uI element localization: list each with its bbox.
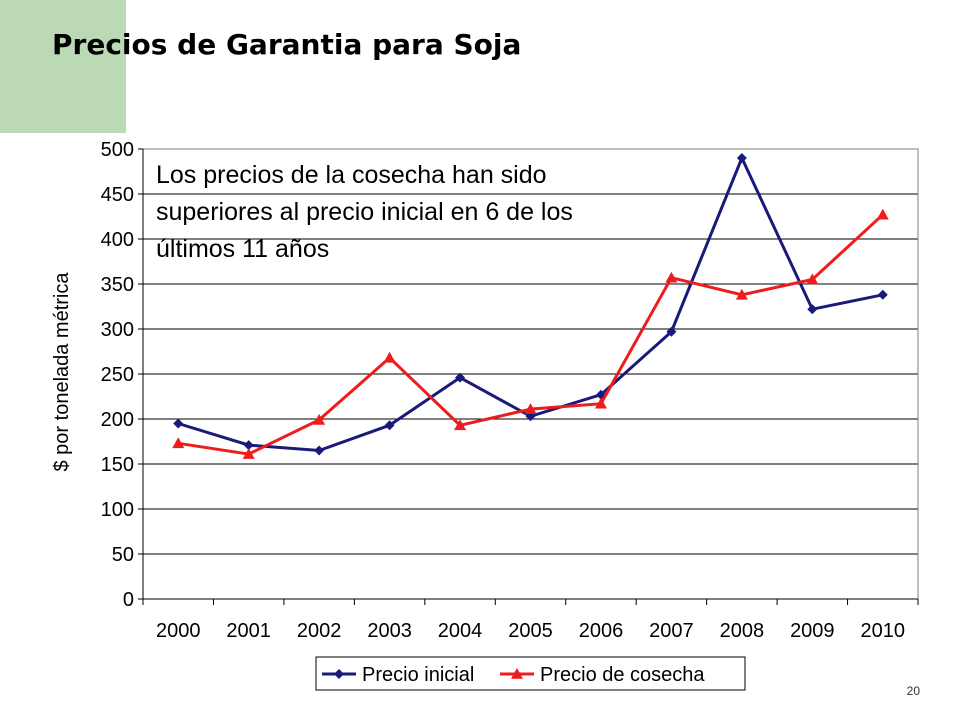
x-tick-label-2007: 2007: [649, 620, 694, 642]
y-tick-label-200: 200: [101, 409, 134, 431]
point-precio-inicial-2002: [314, 445, 325, 456]
annotation-line-1: Los precios de la cosecha han sido: [156, 161, 547, 189]
annotation-line-2: superiores al precio inicial en 6 de los: [156, 198, 573, 226]
x-tick-label-2009: 2009: [790, 620, 835, 642]
axes: [138, 148, 919, 605]
x-tick-label-2001: 2001: [226, 620, 271, 642]
y-tick-label-50: 50: [112, 544, 134, 566]
point-precio-cosecha-2006: [594, 397, 607, 409]
x-tick-label-2000: 2000: [156, 620, 201, 642]
annotation-line-3: últimos 11 años: [156, 235, 329, 263]
legend-label-precio-cosecha: Precio de cosecha: [540, 664, 705, 686]
y-tick-label-300: 300: [101, 319, 134, 341]
point-precio-inicial-2003: [384, 420, 395, 431]
point-precio-inicial-2007: [666, 326, 677, 337]
point-precio-cosecha-2004: [454, 419, 467, 431]
point-precio-cosecha-2009: [806, 273, 819, 285]
point-precio-cosecha-2001: [242, 448, 255, 459]
decorative-green-block: [0, 0, 126, 133]
x-tick-label-2002: 2002: [297, 620, 342, 642]
y-tick-label-350: 350: [101, 274, 134, 296]
x-tick-label-2003: 2003: [367, 620, 412, 642]
x-tick-label-2008: 2008: [720, 620, 765, 642]
x-tick-labels: 2000 2001 2002 2003 2004 2005 2006 2007 2008 2009…: [156, 620, 905, 642]
point-precio-inicial-2010: [877, 289, 888, 300]
legend: Precio inicial Precio de cosecha: [315, 656, 746, 691]
x-tick-label-2006: 2006: [579, 620, 624, 642]
legend-marker-precio-cosecha: [511, 668, 523, 679]
y-axis-label: $ por tonelada métrica: [51, 272, 73, 472]
series-layer: [172, 153, 889, 459]
point-precio-cosecha-2003: [383, 351, 396, 363]
point-precio-inicial-2001: [243, 440, 254, 451]
y-tick-label-100: 100: [101, 499, 134, 521]
series-precio-cosecha: [172, 208, 889, 459]
x-tick-label-2004: 2004: [438, 620, 483, 642]
point-precio-cosecha-2007: [665, 271, 678, 283]
legend-label-precio-inicial: Precio inicial: [362, 664, 474, 686]
page-number: 20: [906, 684, 920, 698]
point-precio-inicial-2004: [455, 372, 466, 383]
legend-marker-precio-inicial: [334, 669, 344, 679]
point-precio-cosecha-2002: [313, 413, 326, 425]
y-tick-label-400: 400: [101, 229, 134, 251]
series-precio-inicial: [173, 153, 888, 456]
page-title: Precios de Garantia para Soja: [52, 28, 522, 61]
point-precio-cosecha-2000: [172, 437, 185, 449]
x-tick-label-2005: 2005: [508, 620, 553, 642]
annotation: Los precios de la cosecha han sido superi…: [156, 161, 573, 263]
y-tick-label-150: 150: [101, 454, 134, 476]
y-tick-label-500: 500: [101, 139, 134, 161]
point-precio-cosecha-2005: [524, 403, 537, 414]
point-precio-inicial-2000: [173, 418, 184, 429]
y-tick-label-450: 450: [101, 184, 134, 206]
point-precio-inicial-2009: [807, 304, 818, 315]
y-tick-label-0: 0: [123, 589, 134, 611]
y-tick-label-250: 250: [101, 364, 134, 386]
point-precio-cosecha-2008: [735, 288, 748, 300]
x-tick-label-2010: 2010: [861, 620, 906, 642]
point-precio-cosecha-2010: [876, 208, 889, 220]
y-tick-labels: 0 50 100 150 200 250 300 350 400 450 500: [101, 139, 134, 611]
point-precio-inicial-2008: [736, 153, 747, 163]
